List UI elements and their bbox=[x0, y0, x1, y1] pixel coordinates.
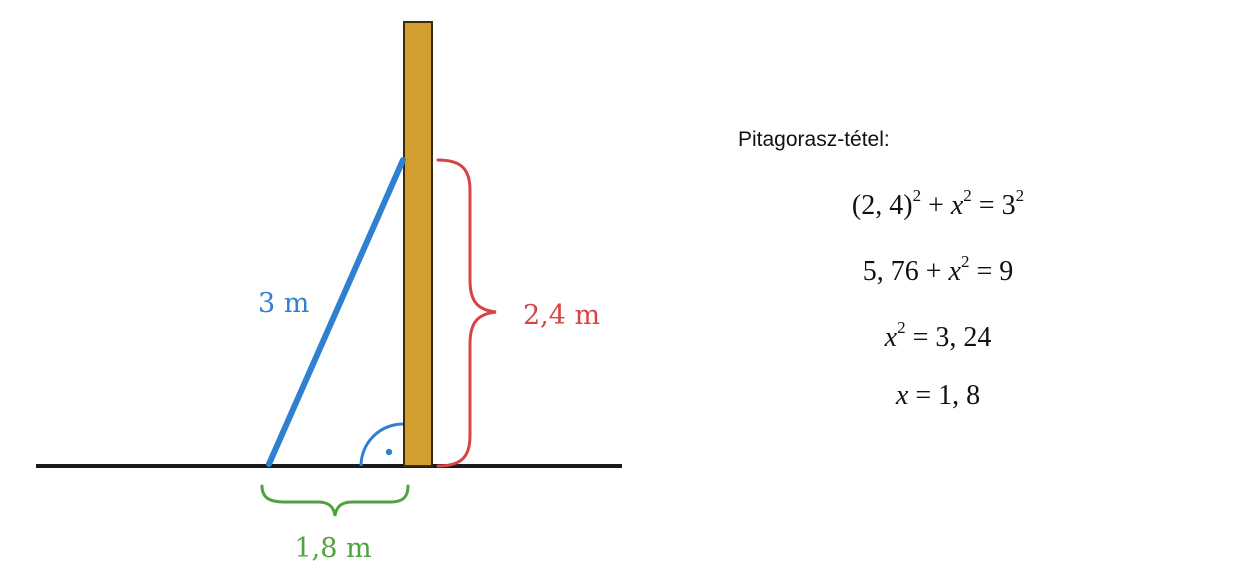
equation-1-lhs: (2, 4) bbox=[851, 190, 913, 221]
right-angle-arc bbox=[359, 422, 404, 467]
equation-1-lhs-exponent: 2 bbox=[912, 186, 922, 205]
equation-line-1: (2, 4)2 + x2 = 32 bbox=[851, 187, 1024, 222]
equation-line-3: x2 = 3, 24 bbox=[884, 319, 992, 354]
base-label: 1,8 m bbox=[294, 533, 371, 564]
pole bbox=[403, 21, 433, 467]
pythagoras-explanation: Pitagorasz-tétel: (2, 4)2 + x2 = 32 5, 7… bbox=[738, 128, 1208, 411]
equation-1-variable-exponent: 2 bbox=[963, 186, 972, 205]
equation-1-rhs-exponent: 2 bbox=[1015, 186, 1025, 205]
equation-4-rhs: 1, 8 bbox=[938, 380, 981, 411]
equation-2-equals: = bbox=[969, 256, 1000, 287]
equation-3-variable-exponent: 2 bbox=[897, 318, 906, 337]
equation-2-plus: + bbox=[918, 256, 949, 287]
equation-3-variable: x bbox=[884, 322, 898, 353]
ladder-length-label: 3 m bbox=[258, 288, 309, 319]
equation-4-variable: x bbox=[895, 380, 909, 411]
height-label: 2,4 m bbox=[523, 300, 600, 331]
equation-2-variable: x bbox=[948, 256, 961, 287]
base-brace bbox=[260, 484, 410, 517]
equation-1-rhs: 3 bbox=[1001, 190, 1016, 221]
equation-2-variable-exponent: 2 bbox=[960, 252, 970, 271]
equation-line-4: x = 1, 8 bbox=[896, 380, 980, 412]
ladder-line bbox=[266, 157, 406, 467]
explanation-title: Pitagorasz-tétel: bbox=[738, 128, 890, 151]
height-brace bbox=[436, 158, 497, 468]
equation-3-equals: = bbox=[905, 322, 936, 353]
equation-4-equals: = bbox=[908, 380, 939, 411]
equation-1-variable: x bbox=[950, 190, 964, 221]
equation-line-2: 5, 76 + x2 = 9 bbox=[862, 253, 1014, 288]
pythagoras-diagram: 3 m 2,4 m 1,8 m bbox=[36, 21, 622, 564]
equation-2-rhs: 9 bbox=[999, 256, 1014, 287]
equation-3-rhs: 3, 24 bbox=[935, 322, 992, 353]
equation-1-plus: + bbox=[921, 190, 951, 221]
right-angle-dot bbox=[385, 448, 393, 456]
equation-1-equals: = bbox=[971, 190, 1002, 221]
equation-2-lhs: 5, 76 bbox=[862, 256, 919, 287]
